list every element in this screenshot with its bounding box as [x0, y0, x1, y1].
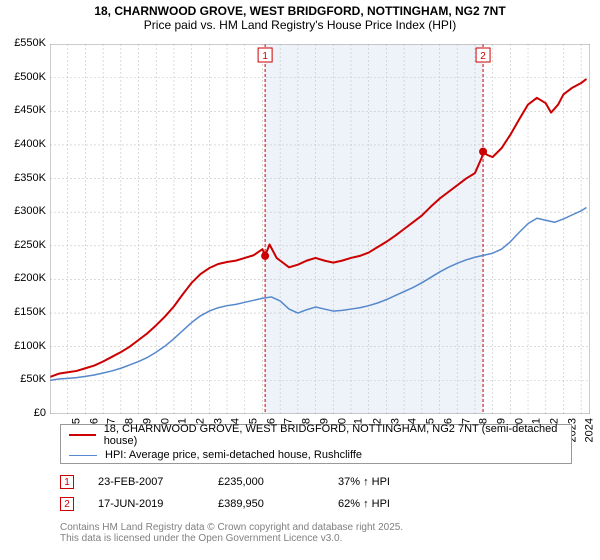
- sale-pct: 37% ↑ HPI: [338, 476, 438, 488]
- legend-item: 18, CHARNWOOD GROVE, WEST BRIDGFORD, NOT…: [61, 425, 571, 445]
- y-tick-label: £450K: [6, 104, 46, 116]
- sale-price: £389,950: [218, 498, 338, 510]
- sale-date: 17-JUN-2019: [98, 498, 218, 510]
- sale-marker-icon: 2: [60, 497, 74, 511]
- legend-swatch: [69, 434, 96, 436]
- y-tick-label: £0: [6, 407, 46, 419]
- y-tick-label: £250K: [6, 239, 46, 251]
- y-tick-label: £550K: [6, 37, 46, 49]
- legend-label: HPI: Average price, semi-detached house,…: [105, 449, 362, 461]
- legend: 18, CHARNWOOD GROVE, WEST BRIDGFORD, NOT…: [60, 424, 572, 464]
- chart-title: 18, CHARNWOOD GROVE, WEST BRIDGFORD, NOT…: [0, 0, 600, 18]
- legend-item: HPI: Average price, semi-detached house,…: [61, 445, 571, 465]
- y-tick-label: £100K: [6, 340, 46, 352]
- sale-date: 23-FEB-2007: [98, 476, 218, 488]
- footer-credits: Contains HM Land Registry data © Crown c…: [60, 522, 403, 544]
- sales-table: 1 23-FEB-2007£235,00037% ↑ HPI 2 17-JUN-201…: [60, 472, 438, 516]
- chart-svg: 12: [50, 44, 590, 414]
- y-tick-label: £500K: [6, 71, 46, 83]
- y-tick-label: £300K: [6, 205, 46, 217]
- chart-subtitle: Price paid vs. HM Land Registry's House …: [0, 18, 600, 34]
- sale-row: 2 17-JUN-2019£389,95062% ↑ HPI: [60, 494, 438, 514]
- legend-swatch: [69, 455, 97, 456]
- y-tick-label: £200K: [6, 272, 46, 284]
- legend-label: 18, CHARNWOOD GROVE, WEST BRIDGFORD, NOT…: [104, 423, 571, 447]
- y-tick-label: £350K: [6, 172, 46, 184]
- y-tick-label: £150K: [6, 306, 46, 318]
- chart-container: 18, CHARNWOOD GROVE, WEST BRIDGFORD, NOT…: [0, 0, 600, 560]
- sale-marker-icon: 1: [60, 475, 74, 489]
- sale-pct: 62% ↑ HPI: [338, 498, 438, 510]
- y-tick-label: £50K: [6, 373, 46, 385]
- chart-plot-area: 12: [50, 44, 590, 414]
- sale-price: £235,000: [218, 476, 338, 488]
- sale-row: 1 23-FEB-2007£235,00037% ↑ HPI: [60, 472, 438, 492]
- footer-line2: This data is licensed under the Open Gov…: [60, 533, 403, 544]
- x-tick-label: 2024: [584, 418, 596, 442]
- footer-line1: Contains HM Land Registry data © Crown c…: [60, 522, 403, 533]
- svg-text:1: 1: [262, 51, 268, 62]
- y-tick-label: £400K: [6, 138, 46, 150]
- svg-text:2: 2: [480, 51, 486, 62]
